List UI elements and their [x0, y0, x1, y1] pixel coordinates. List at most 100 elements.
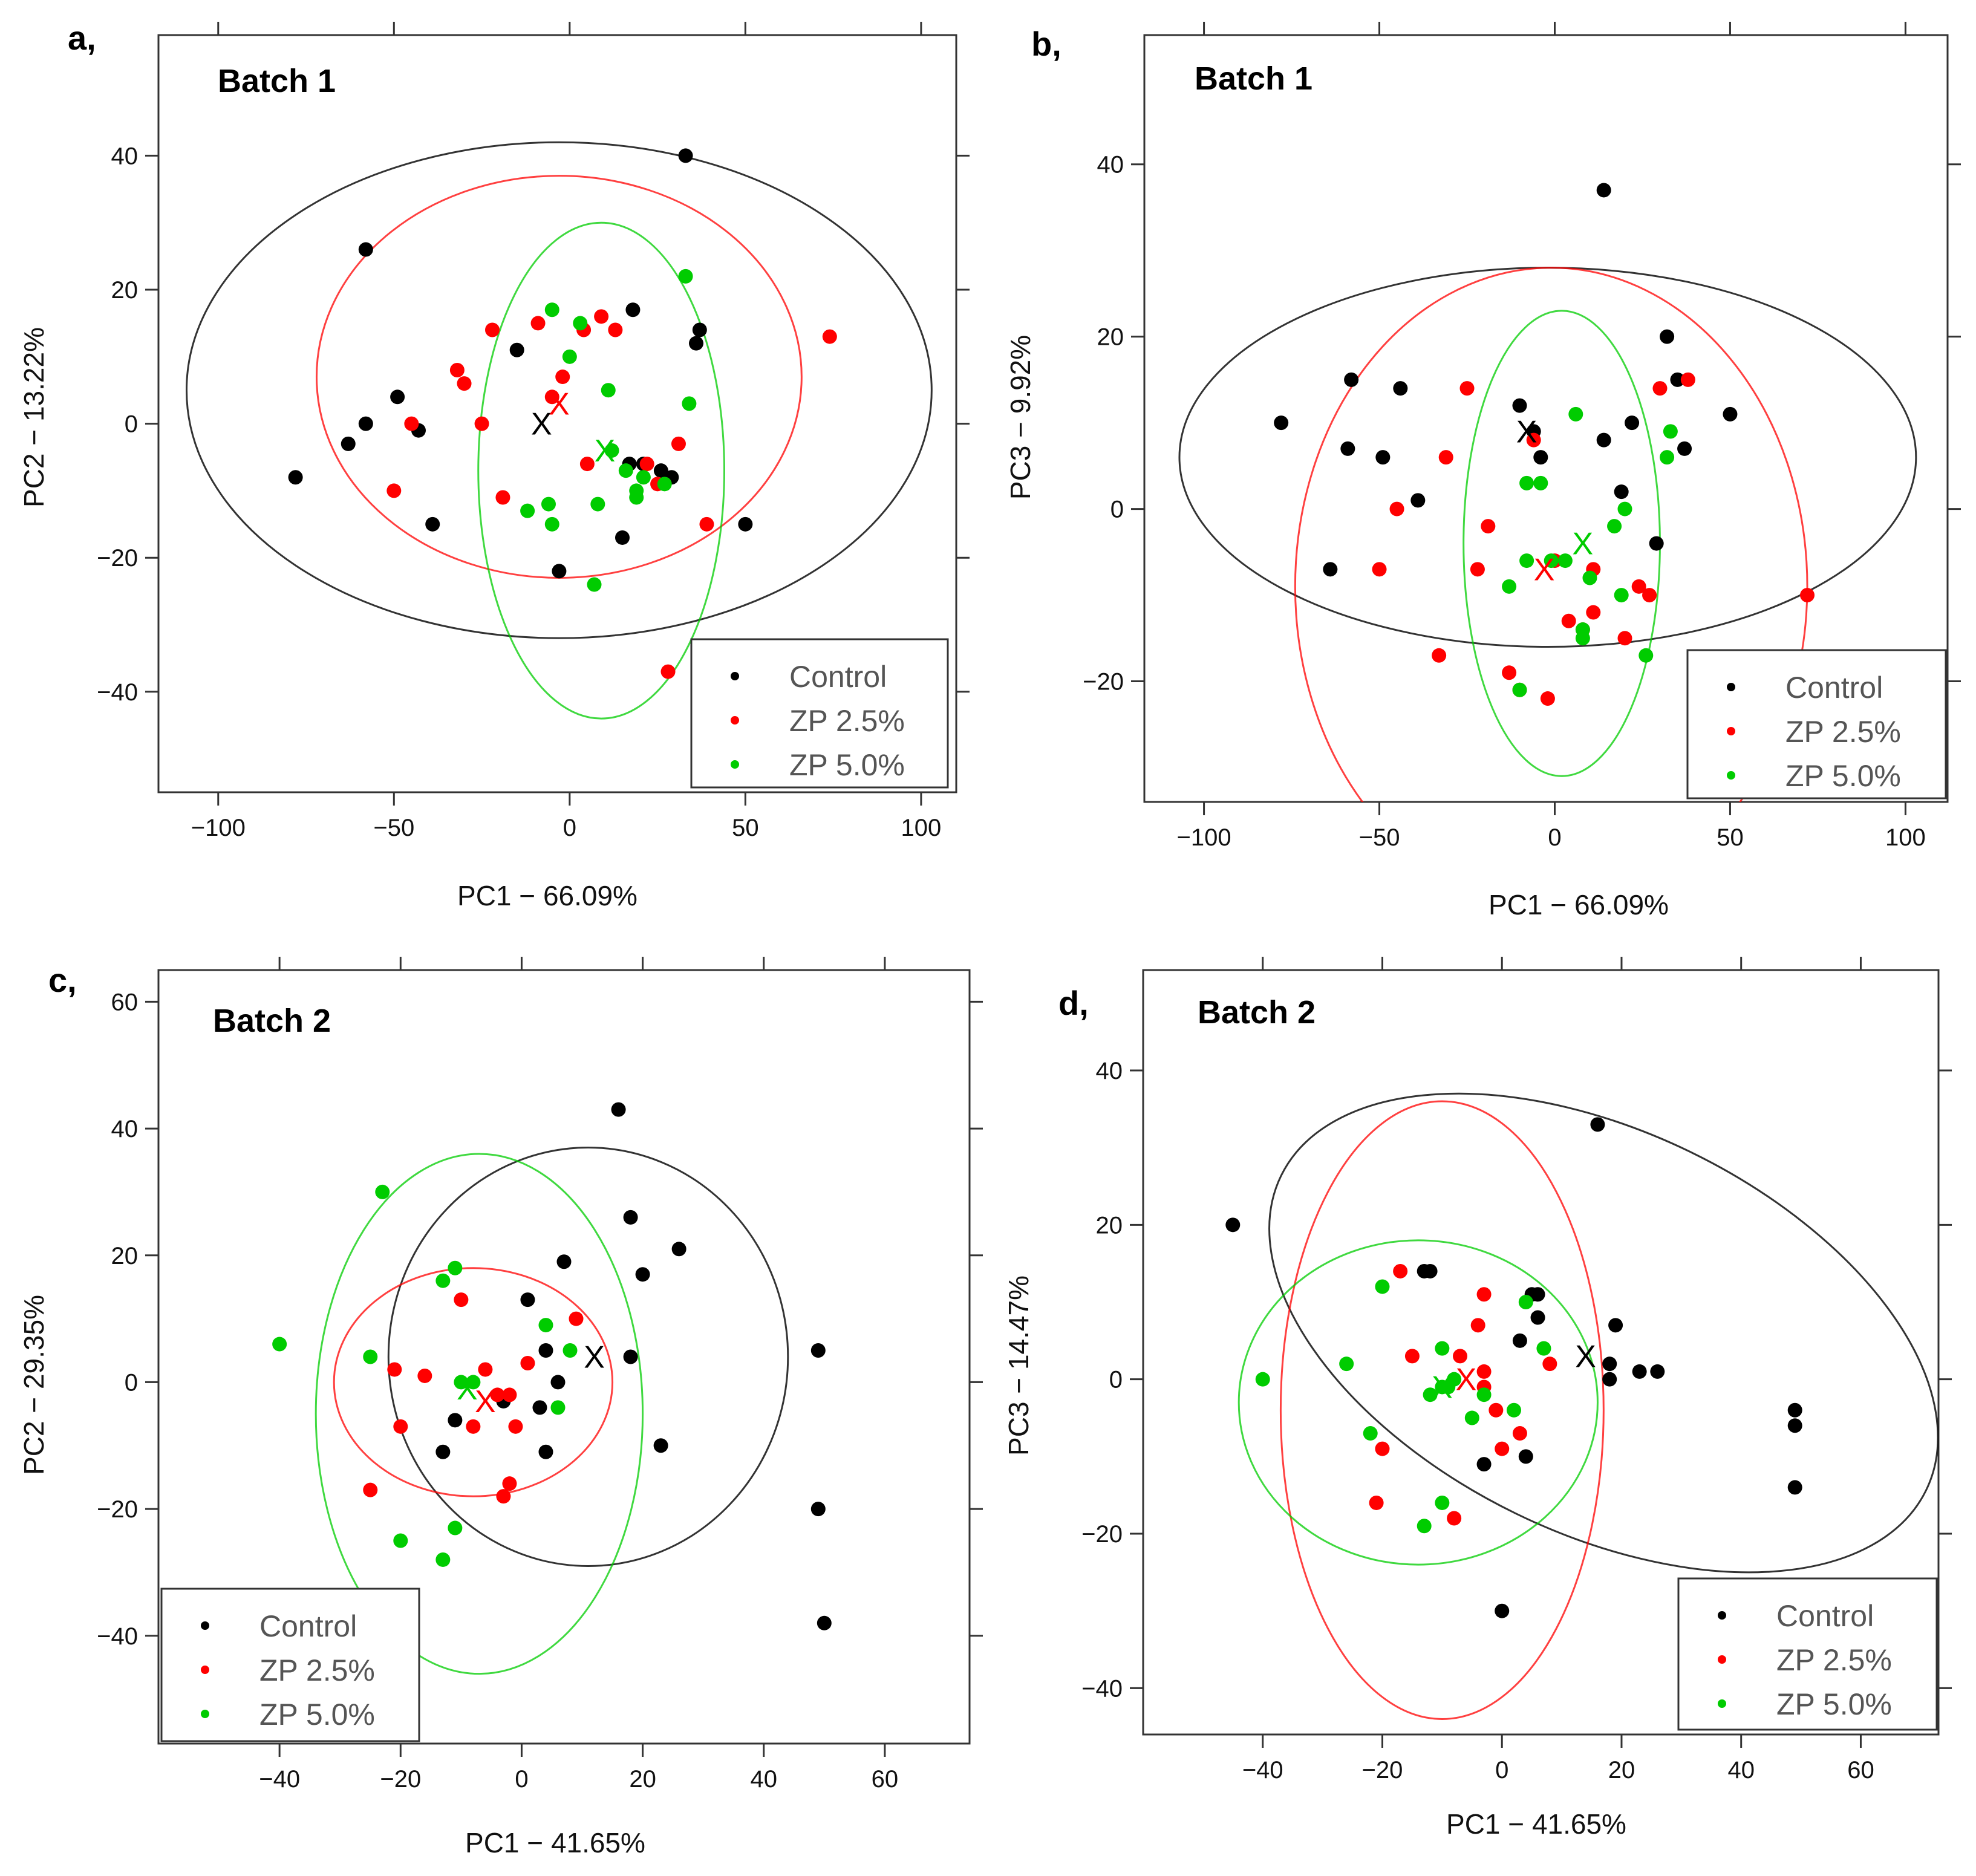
legend-label: Control: [259, 1609, 357, 1643]
data-point: [1568, 406, 1583, 422]
data-point: [555, 370, 570, 385]
data-point: [1489, 1402, 1504, 1418]
data-point: [671, 436, 686, 451]
data-point: [1652, 381, 1668, 396]
legend-marker: [1718, 1611, 1726, 1620]
legend-marker: [731, 672, 739, 680]
y-tick-label: 20: [1097, 324, 1124, 351]
data-point: [502, 1476, 517, 1491]
data-point: [579, 457, 595, 472]
data-point: [544, 302, 559, 318]
data-point: [490, 1387, 505, 1402]
data-point: [1530, 1310, 1545, 1325]
data-point: [657, 477, 672, 492]
data-point: [1375, 1279, 1390, 1294]
data-point: [550, 1375, 566, 1390]
data-point: [738, 516, 753, 532]
data-point: [608, 322, 623, 337]
data-point: [478, 1362, 493, 1377]
data-point: [1495, 1441, 1510, 1456]
legend-label: Control: [789, 660, 887, 694]
data-point: [625, 302, 641, 318]
y-tick-label: 0: [1110, 497, 1124, 523]
x-tick-label: −50: [1359, 824, 1400, 851]
data-point: [1617, 631, 1632, 646]
data-point: [639, 457, 654, 472]
x-tick-label: −100: [191, 815, 246, 841]
data-point: [485, 322, 500, 337]
centroid-marker: X: [549, 386, 570, 422]
data-point: [541, 497, 556, 512]
data-point: [1650, 1364, 1665, 1379]
data-point: [1518, 1449, 1533, 1464]
panel-letter: a,: [68, 19, 96, 57]
confidence-ellipse: [1237, 1239, 1599, 1566]
y-tick-label: 20: [111, 1243, 139, 1269]
centroid-marker: X: [1575, 1339, 1596, 1374]
data-point: [502, 1387, 517, 1402]
x-tick-label: 0: [515, 1766, 528, 1793]
data-point: [611, 1102, 626, 1117]
data-point: [1372, 562, 1387, 577]
data-point: [1590, 1117, 1605, 1132]
data-point: [1631, 579, 1646, 594]
data-point: [1602, 1357, 1617, 1372]
legend-marker: [731, 716, 739, 725]
data-point: [1375, 1441, 1390, 1456]
panel-letter: c,: [48, 961, 77, 999]
x-tick-label: −50: [373, 815, 414, 841]
data-point: [448, 1413, 463, 1428]
legend-label: ZP 2.5%: [1785, 715, 1901, 749]
data-point: [678, 269, 693, 284]
data-point: [556, 1254, 572, 1269]
data-point: [1435, 1495, 1450, 1510]
panel-letter: d,: [1058, 984, 1089, 1022]
data-point: [590, 497, 605, 512]
plot-frame: [157, 34, 957, 793]
plot-frame: [1143, 34, 1949, 803]
data-point: [520, 503, 535, 518]
data-point: [1607, 519, 1622, 534]
panel-title: Batch 2: [213, 1003, 331, 1039]
x-tick-label: 60: [872, 1766, 899, 1793]
data-point: [1464, 1410, 1479, 1425]
centroid-marker: X: [1456, 1363, 1477, 1398]
data-point: [358, 416, 373, 431]
data-point: [1596, 183, 1611, 198]
data-point: [1369, 1495, 1384, 1510]
data-point: [692, 322, 707, 337]
data-point: [629, 483, 644, 498]
y-tick-label: −40: [97, 1623, 138, 1650]
x-tick-label: −40: [1242, 1757, 1283, 1783]
confidence-ellipse: [1279, 1100, 1605, 1720]
panel-title: Batch 1: [1195, 60, 1312, 97]
data-point: [520, 1355, 535, 1370]
x-tick-label: 100: [1885, 824, 1926, 851]
data-point: [1476, 1387, 1492, 1402]
data-point: [562, 349, 577, 364]
confidence-ellipse: [185, 141, 933, 639]
data-point: [1557, 553, 1573, 568]
data-point: [653, 1438, 668, 1453]
x-tick-label: 50: [732, 815, 759, 841]
data-point: [1518, 1295, 1533, 1310]
x-tick-label: 20: [1608, 1757, 1635, 1783]
x-tick-label: 0: [1495, 1757, 1508, 1783]
data-point: [363, 1349, 378, 1364]
data-point: [449, 362, 465, 377]
y-tick-label: 20: [111, 277, 139, 304]
data-point: [601, 383, 616, 398]
data-point: [1323, 562, 1338, 577]
data-point: [1502, 665, 1517, 680]
confidence-ellipse: [1268, 1092, 1939, 1574]
panel-d: −40 −20 0 20 40 60 40 20 0 −20 −40 PC1 − 41.65% PC3 …: [1003, 957, 1952, 1840]
centroid-marker: X: [1432, 1370, 1453, 1405]
x-tick-label: 40: [1727, 1757, 1755, 1783]
legend-marker: [1718, 1655, 1726, 1664]
data-point: [1614, 588, 1629, 603]
y-axis-label: PC2 − 13.22%: [18, 327, 50, 507]
panel-letter: b,: [1031, 25, 1061, 63]
y-axis-label: PC3 − 14.47%: [1003, 1275, 1034, 1456]
data-point: [1586, 605, 1601, 620]
